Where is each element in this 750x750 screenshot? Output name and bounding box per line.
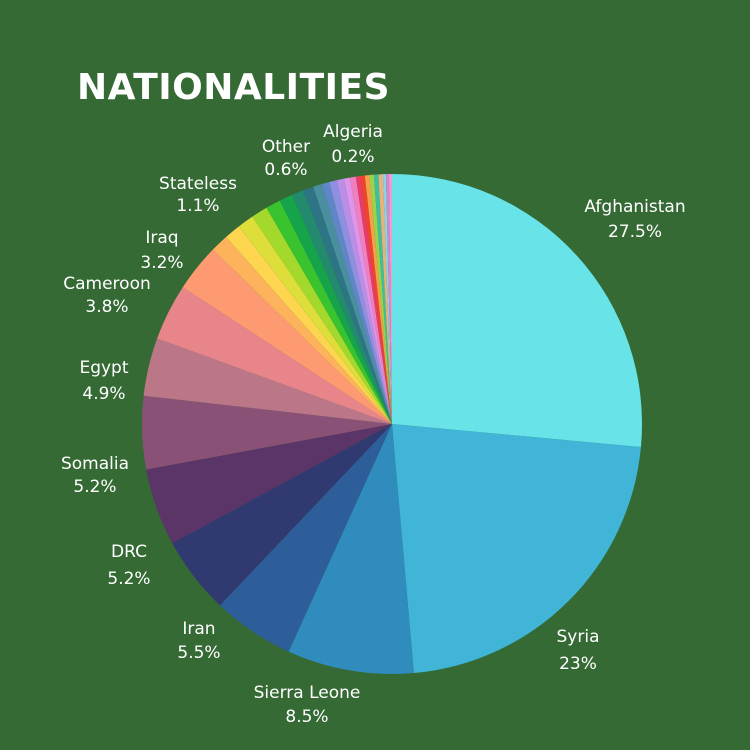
pie-labels: Afghanistan 27.5% Syria 23% Sierra Leone 8.5%…: [61, 122, 686, 727]
pie-slice-unlabeled-28: [373, 174, 392, 424]
pie-slice-unlabeled-12: [238, 216, 392, 424]
chart-title: NATIONALITIES: [77, 67, 391, 108]
slice-label-cameroon: Cameroon: [63, 274, 151, 294]
slice-label-iraq: Iraq: [145, 228, 178, 248]
pie-slice-algeria: [388, 174, 392, 424]
pie-slice-somalia: [146, 424, 392, 544]
slice-value-other: 0.6%: [264, 160, 307, 180]
pie-slice-unlabeled-24: [355, 176, 392, 424]
pie-slice-unlabeled-26: [364, 175, 392, 424]
slice-value-algeria: 0.2%: [331, 147, 374, 167]
pie-slice-unlabeled-22: [343, 177, 392, 424]
slice-label-stateless: Stateless: [159, 174, 237, 194]
slice-value-iraq: 3.2%: [140, 253, 183, 273]
pie-slice-unlabeled-31: [385, 174, 392, 424]
pie-slice-unlabeled-14: [266, 200, 392, 424]
slice-value-stateless: 1.1%: [176, 196, 219, 216]
pie-slice-iraq: [182, 249, 392, 424]
pie-slice-sierra-leone: [288, 424, 414, 674]
pie-slice-drc: [172, 424, 392, 606]
pie-slice-cameroon: [157, 287, 392, 424]
slice-value-sierra-leone: 8.5%: [285, 707, 328, 727]
pie-slice-unlabeled-7: [143, 338, 392, 424]
pie-slice-syria: [392, 424, 641, 674]
slice-value-iran: 5.5%: [177, 643, 220, 663]
slice-value-somalia: 5.2%: [73, 477, 116, 497]
pie-slice-unlabeled-16: [292, 190, 392, 424]
slice-label-somalia: Somalia: [61, 454, 129, 474]
pie-slice-unlabeled-15: [279, 194, 392, 424]
pie-slice-unlabeled-21: [336, 178, 392, 424]
slice-label-other: Other: [262, 137, 310, 157]
pie-slice-other: [313, 184, 392, 424]
pie-slice-unlabeled-20: [329, 180, 392, 424]
slice-label-sierra-leone: Sierra Leone: [254, 683, 361, 703]
slice-label-iran: Iran: [182, 619, 215, 639]
slice-value-egypt: 4.9%: [82, 384, 125, 404]
slice-label-egypt: Egypt: [79, 358, 128, 378]
pie-slice-unlabeled-10: [212, 236, 392, 424]
pie-slice-unlabeled-11: [226, 226, 392, 424]
slice-value-afghanistan: 27.5%: [608, 222, 662, 242]
pie-slice-unlabeled-29: [378, 174, 392, 424]
pie-slice-iran: [219, 424, 392, 652]
slice-label-drc: DRC: [111, 542, 147, 562]
pie-slice-stateless: [252, 207, 392, 424]
slice-label-syria: Syria: [557, 627, 600, 647]
pie-slices: [142, 173, 643, 674]
slice-value-syria: 23%: [559, 654, 597, 674]
pie-slice-egypt: [142, 395, 392, 470]
slice-label-afghanistan: Afghanistan: [584, 197, 685, 217]
pie-slice-afghanistan: [392, 173, 643, 448]
slice-value-drc: 5.2%: [107, 569, 150, 589]
pie-slice-unlabeled-19: [321, 182, 392, 424]
pie-slice-unlabeled-25: [360, 175, 392, 424]
slice-label-algeria: Algeria: [323, 122, 383, 142]
pie-slice-unlabeled-23: [349, 176, 392, 424]
slice-value-cameroon: 3.8%: [85, 297, 128, 317]
pie-slice-unlabeled-30: [382, 174, 392, 424]
pie-slice-unlabeled-27: [369, 174, 392, 424]
pie-slice-unlabeled-17: [303, 186, 392, 424]
